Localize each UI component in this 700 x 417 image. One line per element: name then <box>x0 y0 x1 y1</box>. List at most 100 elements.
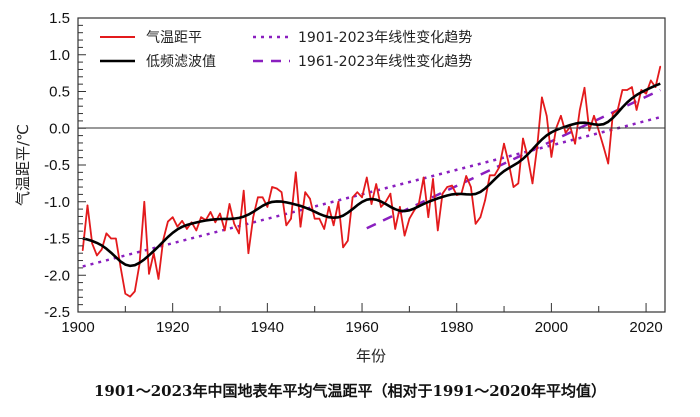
anomaly-point <box>167 220 169 223</box>
anomaly-point <box>607 162 609 165</box>
anomaly-point <box>134 290 136 293</box>
anomaly-point <box>105 232 108 235</box>
anomaly-point <box>223 229 226 232</box>
anomaly-point <box>470 186 472 188</box>
filter-line <box>82 82 661 268</box>
anomaly-point <box>597 129 600 132</box>
legend-label-trend-1901: 1901-2023年线性变化趋势 <box>298 30 472 46</box>
anomaly-point <box>574 142 576 145</box>
anomaly-point <box>507 162 510 165</box>
anomaly-point <box>176 225 179 228</box>
anomaly-point <box>645 92 647 95</box>
anomaly-line <box>81 66 662 298</box>
anomaly-point <box>299 225 302 228</box>
anomaly-point <box>517 182 520 185</box>
anomaly-point <box>356 191 359 193</box>
anomaly-point <box>408 217 411 220</box>
anomaly-point <box>498 166 501 169</box>
anomaly-point <box>370 203 373 205</box>
anomaly-point <box>427 216 430 218</box>
anomaly-point <box>361 196 363 199</box>
y-tick-label: 1.5 <box>49 10 70 27</box>
anomaly-point <box>157 278 160 280</box>
anomaly-point <box>86 204 89 207</box>
anomaly-point <box>550 156 553 158</box>
anomaly-point <box>422 176 425 179</box>
anomaly-point <box>432 178 434 180</box>
anomaly-point <box>285 224 288 227</box>
anomaly-point <box>181 220 183 222</box>
anomaly-point <box>81 249 84 252</box>
anomaly-point <box>616 109 619 111</box>
anomaly-point <box>129 295 131 298</box>
anomaly-point <box>389 192 392 195</box>
anomaly-point <box>271 186 273 188</box>
legend: 气温距平 低频滤波值 1901-2023年线性变化趋势 1961-2023年线性… <box>100 30 472 70</box>
anomaly-point <box>394 228 396 230</box>
anomaly-point <box>602 145 605 148</box>
anomaly-point <box>313 217 316 220</box>
x-axis-label: 年份 <box>356 347 386 365</box>
anomaly-point <box>280 191 283 193</box>
anomaly-point <box>318 217 321 220</box>
trend-line-1961 <box>366 88 661 230</box>
anomaly-point <box>148 272 150 275</box>
x-tick-label: 1920 <box>156 319 189 336</box>
anomaly-point <box>290 217 292 220</box>
anomaly-point <box>209 211 212 213</box>
anomaly-point <box>351 196 354 199</box>
x-tick-label: 1900 <box>61 319 94 336</box>
anomaly-point <box>100 248 103 251</box>
anomaly-point <box>545 114 548 117</box>
anomaly-point <box>493 174 496 177</box>
anomaly-point <box>659 65 662 68</box>
anomaly-point <box>626 89 628 91</box>
anomaly-point <box>593 114 595 117</box>
anomaly-point <box>266 206 269 208</box>
anomaly-point <box>323 228 325 230</box>
anomaly-point <box>635 109 638 111</box>
anomaly-point <box>337 200 340 203</box>
anomaly-point <box>578 109 581 111</box>
anomaly-point <box>247 252 250 254</box>
x-tick-label: 1940 <box>251 319 284 336</box>
chart-title: 1901～2023年中国地表年平均气温距平（相对于1991～2020年平均值） <box>94 382 606 400</box>
anomaly-point <box>583 87 586 89</box>
anomaly-point <box>640 89 643 91</box>
anomaly-point <box>399 206 401 208</box>
anomaly-point <box>380 206 382 208</box>
y-tick-label: 0.5 <box>49 84 70 101</box>
legend-label-trend-1961: 1961-2023年线性变化趋势 <box>298 54 472 70</box>
anomaly-point <box>342 246 344 249</box>
anomaly-point <box>332 224 335 227</box>
anomaly-point <box>418 203 420 205</box>
anomaly-point <box>119 266 122 268</box>
anomaly-point <box>200 216 202 218</box>
legend-label-anomaly: 气温距平 <box>146 30 202 46</box>
anomaly-point <box>214 221 217 224</box>
x-tick-label: 2000 <box>535 319 568 336</box>
anomaly-point <box>304 191 307 193</box>
y-tick-label: 0.0 <box>49 120 70 137</box>
anomaly-point <box>171 216 174 218</box>
anomaly-point <box>238 232 240 235</box>
anomaly-point <box>564 131 567 134</box>
anomaly-point <box>233 223 236 225</box>
anomaly-point <box>294 171 297 174</box>
y-axis-label: 气温距平/℃ <box>14 124 32 206</box>
anomaly-point <box>436 229 439 232</box>
legend-label-filter: 低频滤波值 <box>146 54 216 70</box>
y-tick-label: 1.0 <box>49 47 70 64</box>
anomaly-point <box>328 206 330 208</box>
anomaly-point <box>489 174 491 177</box>
anomaly-point <box>403 234 406 237</box>
anomaly-point <box>309 198 311 200</box>
anomaly-point <box>446 186 449 188</box>
x-tick-label: 1980 <box>440 319 473 336</box>
anomaly-point <box>257 196 259 199</box>
anomaly-point <box>110 237 112 240</box>
anomaly-point <box>347 239 349 242</box>
anomaly-point <box>186 228 188 230</box>
y-tick-label: -1.0 <box>44 194 70 211</box>
